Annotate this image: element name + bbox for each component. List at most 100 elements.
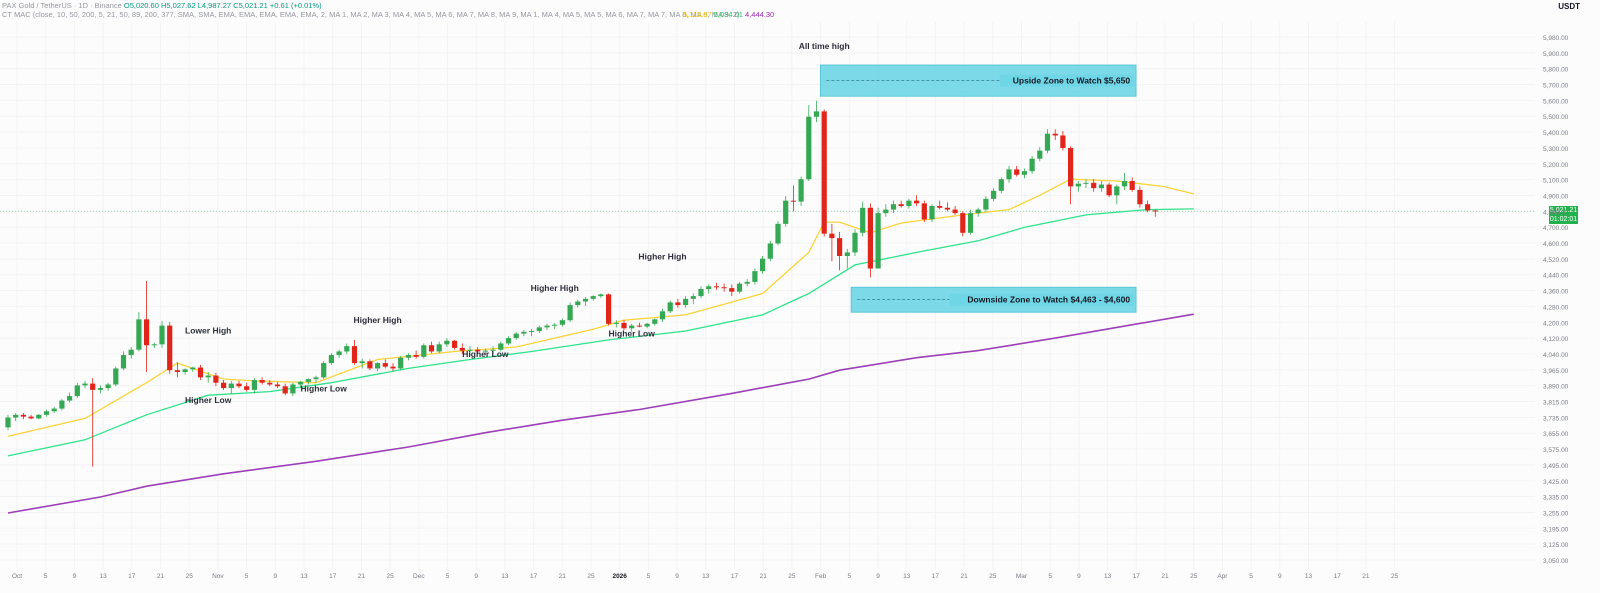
time-axis[interactable]: Oct 5 9 13 17 21 25 Nov 5 9 13 17 21 25 Dec 5 9 13 17 21 25 2…: [12, 573, 1399, 580]
zone-label-bg: [999, 74, 1135, 87]
price-axis[interactable]: 5,980.00 5,900.00 5,800.00 5,700.00 5,600.00…: [1543, 35, 1569, 565]
time-tick-label: Oct: [12, 573, 22, 580]
candle-body: [274, 384, 281, 387]
candle-body: [852, 232, 858, 253]
ohlc-close: C5,021.21: [233, 1, 268, 10]
time-tick-label: 9: [474, 573, 478, 580]
candle-body: [413, 355, 419, 357]
candle-body: [51, 408, 57, 412]
candle-body: [890, 204, 897, 210]
candle-body: [713, 286, 719, 288]
price-tick-label: 4,600.00: [1543, 241, 1569, 248]
candle-body: [690, 296, 696, 299]
zone-label-bg: [949, 293, 1135, 306]
price-tick-label: 5,100.00: [1543, 178, 1569, 185]
candle-body: [675, 302, 681, 306]
candle-body: [1114, 186, 1120, 196]
candle-body: [197, 367, 204, 378]
price-tick-label: 3,965.00: [1543, 368, 1569, 375]
annotations: All time high Lower High Higher Low Higher …: [185, 41, 850, 405]
candle-body: [906, 200, 912, 207]
candle-body: [729, 288, 735, 292]
zones[interactable]: Upside Zone to Watch $5,650 Downside Zone…: [819, 64, 1137, 313]
time-tick-label: 9: [876, 573, 880, 580]
time-tick-label: 2026: [612, 573, 627, 580]
time-tick-label: 21: [1362, 573, 1370, 580]
candle-body: [1037, 150, 1043, 159]
price-tick-label: 4,440.00: [1543, 273, 1569, 280]
price-tick-label: 3,050.00: [1543, 558, 1569, 565]
annotation-label: Higher Low: [462, 349, 509, 359]
candle-body: [182, 369, 188, 373]
price-tick-label: 4,040.00: [1543, 352, 1569, 359]
time-tick-label: 25: [788, 573, 796, 580]
zone-label: Downside Zone to Watch $4,463 - $4,600: [967, 295, 1130, 305]
time-tick-label: 17: [932, 573, 940, 580]
candle-body: [1121, 181, 1128, 187]
candle-body: [36, 414, 42, 419]
symbol-legend[interactable]: PAX Gold / TetherUS · 1D · Binance O5,02…: [2, 1, 322, 11]
price-tick-label: 3,195.00: [1543, 526, 1569, 533]
annotation-label: Higher High: [638, 252, 686, 262]
candle-body: [1052, 133, 1058, 136]
price-tick-label: 3,335.00: [1543, 495, 1569, 502]
price-tick-label: 5,300.00: [1543, 146, 1569, 153]
candle-body: [5, 417, 11, 428]
candle-body: [821, 111, 827, 234]
candle-body: [783, 200, 789, 224]
candle-body: [405, 355, 411, 358]
candle-body: [475, 349, 481, 352]
time-tick-label: 21: [157, 573, 165, 580]
indicator-legend[interactable]: CT MAC (close, 10, 50, 200, 5, 21, 50, 8…: [2, 10, 740, 20]
candle-body: [74, 385, 80, 397]
candle-body: [336, 351, 342, 356]
price-tick-label: 3,495.00: [1543, 463, 1569, 470]
candle-body: [459, 347, 465, 351]
candle-body: [767, 243, 773, 259]
candle-body: [606, 294, 612, 324]
candle-body: [567, 305, 573, 321]
candle-body: [898, 204, 904, 207]
candle-body: [1075, 183, 1081, 187]
price-tick-label: 4,280.00: [1543, 304, 1569, 311]
candle-body: [120, 355, 127, 369]
time-tick-label: 21: [960, 573, 968, 580]
time-tick-label: Nov: [212, 573, 224, 580]
candle-body: [914, 200, 920, 204]
candle-body: [452, 340, 458, 348]
time-tick-label: 17: [1334, 573, 1342, 580]
candle-body: [960, 213, 966, 233]
currency-label[interactable]: USDT: [1558, 2, 1580, 11]
candle-body: [1152, 210, 1158, 212]
price-tick-label: 5,800.00: [1543, 67, 1569, 74]
candle-body: [82, 383, 88, 386]
price-tick-label: 5,400.00: [1543, 130, 1569, 137]
time-tick-label: 21: [760, 573, 768, 580]
candle-body: [290, 384, 296, 394]
candle-body: [205, 375, 211, 378]
price-tick-label: 5,500.00: [1543, 114, 1569, 121]
annotation-label: Higher Low: [301, 384, 348, 394]
candle-body: [236, 383, 242, 387]
candle-body: [621, 322, 627, 329]
price-tick-label: 4,360.00: [1543, 289, 1569, 296]
time-tick-label: 17: [731, 573, 739, 580]
candle-body: [998, 179, 1004, 191]
candle-body: [221, 382, 227, 389]
candle-body: [1068, 147, 1074, 187]
candle-body: [752, 271, 758, 282]
candle-body: [444, 340, 450, 345]
time-tick-label: 9: [273, 573, 277, 580]
candle-body: [436, 344, 442, 352]
price-tick-label: 5,980.00: [1543, 35, 1569, 42]
candle-body: [760, 258, 766, 272]
price-tick-label: 5,600.00: [1543, 98, 1569, 105]
price-tick-label: 5,700.00: [1543, 83, 1569, 90]
candle-body: [744, 281, 750, 284]
candle-body: [667, 302, 673, 312]
time-tick-label: 17: [1133, 573, 1141, 580]
candle-body: [921, 203, 927, 220]
candle-body: [321, 363, 327, 378]
candle-body: [367, 361, 373, 369]
